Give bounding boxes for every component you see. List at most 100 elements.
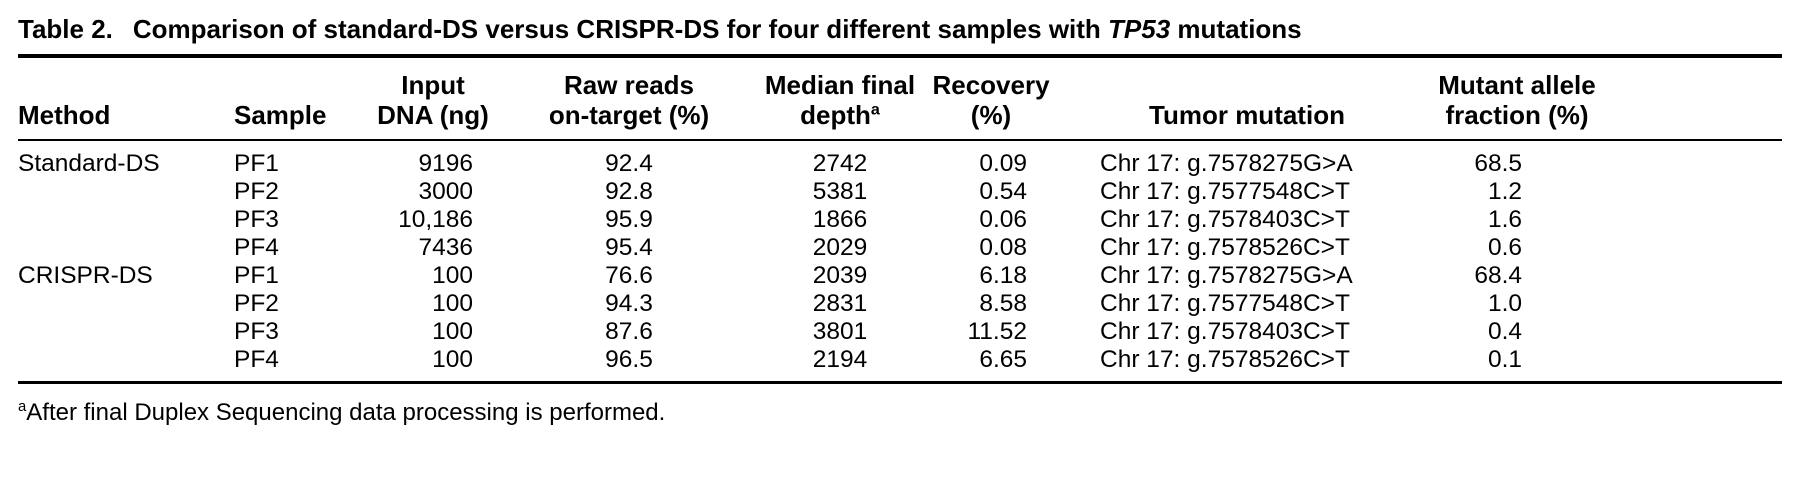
cell-tumor: Chr 17: g.7578275G>A (1100, 261, 1353, 289)
cell-mutant: 1.2 (1487, 177, 1522, 205)
header-line: Method (18, 99, 111, 130)
cell-mutant: 0.4 (1487, 317, 1522, 345)
cell-recovery: 0.54 (979, 177, 1027, 205)
cell-tumor: Chr 17: g.7578403C>T (1100, 317, 1350, 345)
cell-recovery: 0.06 (979, 205, 1027, 233)
header-line: deptha (760, 100, 920, 130)
cell-sample: PF2 (234, 289, 279, 317)
table-label: Table 2. (18, 14, 113, 44)
header-line: Input (401, 69, 465, 100)
col-header-tumor-mutation: Tumor mutation (1062, 57, 1432, 141)
footnote-marker: a (18, 399, 27, 415)
cell-method (18, 346, 218, 381)
header-row: Method Sample Input DNA (ng) Raw reads o… (18, 57, 1782, 141)
table-row: Standard-DS PF1 9196 92.4 2742 0.09 Chr 17: g.… (18, 140, 1782, 178)
cell-recovery: 0.09 (979, 149, 1027, 177)
header-line: Recovery (932, 69, 1050, 100)
cell-input: 100 (432, 289, 473, 317)
cell-raw: 95.4 (605, 233, 653, 261)
cell-raw: 95.9 (605, 205, 653, 233)
col-header-input-dna: Input DNA (ng) (368, 57, 498, 141)
col-header-raw-reads: Raw reads on-target (%) (498, 57, 760, 141)
cell-input: 10,186 (398, 205, 473, 233)
cell-raw: 92.8 (605, 177, 653, 205)
cell-method (18, 234, 218, 262)
cell-method: CRISPR-DS (18, 261, 153, 289)
cell-median: 2194 (812, 345, 868, 373)
cell-sample: PF1 (234, 149, 279, 177)
header-line: DNA (ng) (377, 99, 489, 130)
header-line: Median final (764, 69, 916, 100)
col-header-sample: Sample (218, 57, 368, 141)
cell-mutant: 0.6 (1487, 233, 1522, 261)
cell-mutant: 1.6 (1487, 205, 1522, 233)
cell-method (18, 318, 218, 346)
table-title-suffix: mutations (1170, 14, 1302, 44)
table-row: PF2 100 94.3 2831 8.58 Chr 17: g.7577548C>T 1.… (18, 290, 1782, 318)
cell-tumor: Chr 17: g.7578526C>T (1100, 345, 1350, 373)
cell-median: 2029 (812, 233, 868, 261)
cell-method (18, 206, 218, 234)
cell-method (18, 178, 218, 206)
cell-recovery: 11.52 (967, 317, 1028, 345)
cell-tumor: Chr 17: g.7578275G>A (1100, 149, 1353, 177)
gene-name-italic: TP53 (1108, 14, 1171, 44)
cell-method (18, 290, 218, 318)
cell-raw: 76.6 (605, 261, 653, 289)
table-body: Standard-DS PF1 9196 92.4 2742 0.09 Chr 17: g.… (18, 140, 1782, 381)
cell-raw: 92.4 (605, 149, 653, 177)
cell-median: 2831 (812, 289, 868, 317)
cell-tumor: Chr 17: g.7578526C>T (1100, 233, 1350, 261)
cell-mutant: 0.1 (1487, 345, 1522, 373)
header-line: Sample (234, 99, 327, 130)
cell-sample: PF2 (234, 177, 279, 205)
cell-input: 100 (432, 345, 473, 373)
cell-input: 100 (432, 261, 473, 289)
cell-recovery: 0.08 (979, 233, 1027, 261)
comparison-table: Method Sample Input DNA (ng) Raw reads o… (18, 57, 1782, 381)
cell-median: 1866 (812, 205, 868, 233)
cell-input: 9196 (418, 149, 473, 177)
col-header-mutant-allele-fraction: Mutant allele fraction (%) (1432, 57, 1782, 141)
table-row: PF4 100 96.5 2194 6.65 Chr 17: g.7578526C>T 0.… (18, 346, 1782, 381)
header-line: fraction (%) (1445, 99, 1589, 130)
table-title-text: Comparison of standard-DS versus CRISPR-… (132, 14, 1109, 44)
cell-median: 2742 (812, 149, 868, 177)
cell-method: Standard-DS (18, 149, 160, 177)
col-header-method: Method (18, 57, 218, 141)
cell-mutant: 1.0 (1487, 289, 1522, 317)
header-line: Tumor mutation (1149, 99, 1345, 130)
cell-mutant: 68.5 (1474, 149, 1522, 177)
table-row: CRISPR-DS PF1 100 76.6 2039 6.18 Chr 17: g.757… (18, 262, 1782, 290)
bottom-rule (18, 380, 1782, 384)
col-header-recovery: Recovery (%) (920, 57, 1062, 141)
header-line: Mutant allele (1438, 69, 1596, 100)
cell-tumor: Chr 17: g.7577548C>T (1100, 289, 1350, 317)
footnote-marker-ref: a (870, 99, 880, 118)
header-line-text: depth (800, 99, 871, 130)
cell-median: 2039 (812, 261, 868, 289)
header-line: (%) (970, 99, 1012, 130)
cell-sample: PF3 (234, 317, 279, 345)
cell-sample: PF4 (234, 233, 279, 261)
cell-raw: 94.3 (605, 289, 653, 317)
paper-table-figure: Table 2. Comparison of standard-DS versus… (18, 10, 1782, 428)
table-header: Method Sample Input DNA (ng) Raw reads o… (18, 57, 1782, 141)
cell-input: 7436 (418, 233, 473, 261)
cell-sample: PF4 (234, 345, 279, 373)
header-line: Raw reads (563, 69, 695, 100)
cell-mutant: 68.4 (1474, 261, 1522, 289)
header-line: on-target (%) (548, 99, 710, 130)
cell-sample: PF3 (234, 205, 279, 233)
cell-recovery: 6.18 (979, 261, 1027, 289)
col-header-median-depth: Median final deptha (760, 57, 920, 141)
cell-tumor: Chr 17: g.7577548C>T (1100, 177, 1350, 205)
cell-sample: PF1 (234, 261, 279, 289)
table-footnote: aAfter final Duplex Sequencing data proc… (18, 398, 1782, 428)
cell-raw: 87.6 (605, 317, 653, 345)
table-row: PF4 7436 95.4 2029 0.08 Chr 17: g.7578526C>T 0… (18, 234, 1782, 262)
cell-median: 3801 (812, 317, 868, 345)
cell-input: 3000 (418, 177, 473, 205)
table-title: Table 2. Comparison of standard-DS versus… (18, 10, 1782, 46)
cell-tumor: Chr 17: g.7578403C>T (1100, 205, 1350, 233)
